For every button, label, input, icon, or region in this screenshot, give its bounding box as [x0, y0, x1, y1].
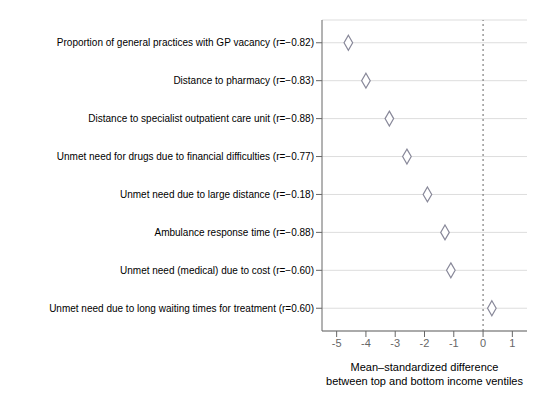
svg-text:1: 1 [509, 337, 515, 349]
svg-text:Distance to pharmacy (r=−0.83): Distance to pharmacy (r=−0.83) [173, 75, 314, 86]
svg-text:Unmet need due to long waiting: Unmet need due to long waiting times for… [49, 303, 314, 314]
svg-text:-3: -3 [390, 337, 400, 349]
svg-text:Unmet need due to large distan: Unmet need due to large distance (r=−0.1… [120, 189, 314, 200]
svg-text:Mean–standardized differencebe: Mean–standardized differencebetween top … [326, 361, 523, 387]
svg-text:Unmet need for drugs due to fi: Unmet need for drugs due to financial di… [57, 151, 314, 162]
svg-text:Ambulance response time (r=−0.: Ambulance response time (r=−0.88) [154, 227, 314, 238]
svg-text:Proportion of general practice: Proportion of general practices with GP … [57, 37, 314, 48]
svg-text:0: 0 [480, 337, 486, 349]
svg-text:-4: -4 [361, 337, 371, 349]
svg-text:-5: -5 [332, 337, 342, 349]
svg-text:Unmet need (medical) due to co: Unmet need (medical) due to cost (r=−0.6… [120, 265, 314, 276]
svg-text:-1: -1 [449, 337, 459, 349]
svg-text:-2: -2 [420, 337, 430, 349]
svg-text:Distance to specialist outpati: Distance to specialist outpatient care u… [88, 113, 314, 124]
